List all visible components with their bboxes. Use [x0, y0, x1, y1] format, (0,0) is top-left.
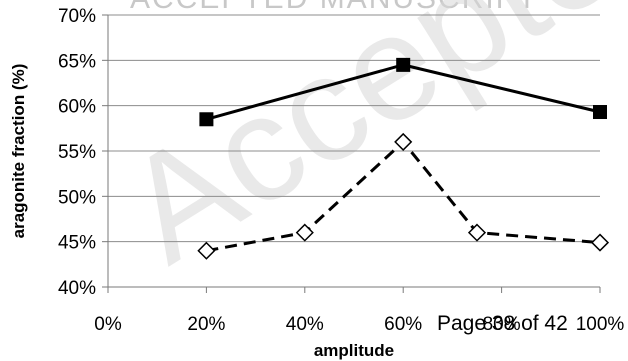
- tick-label-layer: 40% 45% 50% 55% 60% 65% 70% 0% 20% 40% 60% 80% 100%: [58, 6, 624, 335]
- y-tick-label: 60%: [58, 97, 96, 118]
- series-2-marker: [467, 223, 487, 242]
- x-tick-label: 100%: [576, 314, 625, 335]
- series-2-marker: [590, 233, 610, 252]
- series-2-marker: [197, 241, 216, 260]
- x-tick-label: 0%: [94, 314, 122, 335]
- series-1-marker: [396, 57, 411, 72]
- page-footer: Page 38 of 42: [437, 312, 568, 335]
- grid-layer: [108, 14, 600, 288]
- x-tick-label: 40%: [286, 314, 324, 335]
- x-tick-label: 80%: [483, 314, 521, 335]
- x-tick-label: 60%: [384, 314, 422, 335]
- series-1-line: [206, 63, 601, 121]
- y-tick-label: 70%: [58, 6, 96, 27]
- y-tick-label: 50%: [58, 187, 96, 208]
- y-axis-title: aragonite fraction (%): [9, 64, 28, 239]
- axis-layer: [102, 14, 601, 293]
- x-tick-label: 20%: [187, 314, 225, 335]
- y-tick-label: 55%: [58, 142, 96, 163]
- series-2-marker: [295, 223, 314, 242]
- series-2-marker: [394, 132, 413, 151]
- series-1-marker: [593, 105, 607, 120]
- x-axis-title: amplitude: [314, 341, 394, 360]
- series-1-marker: [199, 112, 214, 127]
- y-tick-label: 40%: [58, 278, 96, 299]
- series-layer: [197, 57, 610, 260]
- y-tick-label: 65%: [58, 51, 96, 72]
- y-tick-label: 45%: [58, 233, 96, 254]
